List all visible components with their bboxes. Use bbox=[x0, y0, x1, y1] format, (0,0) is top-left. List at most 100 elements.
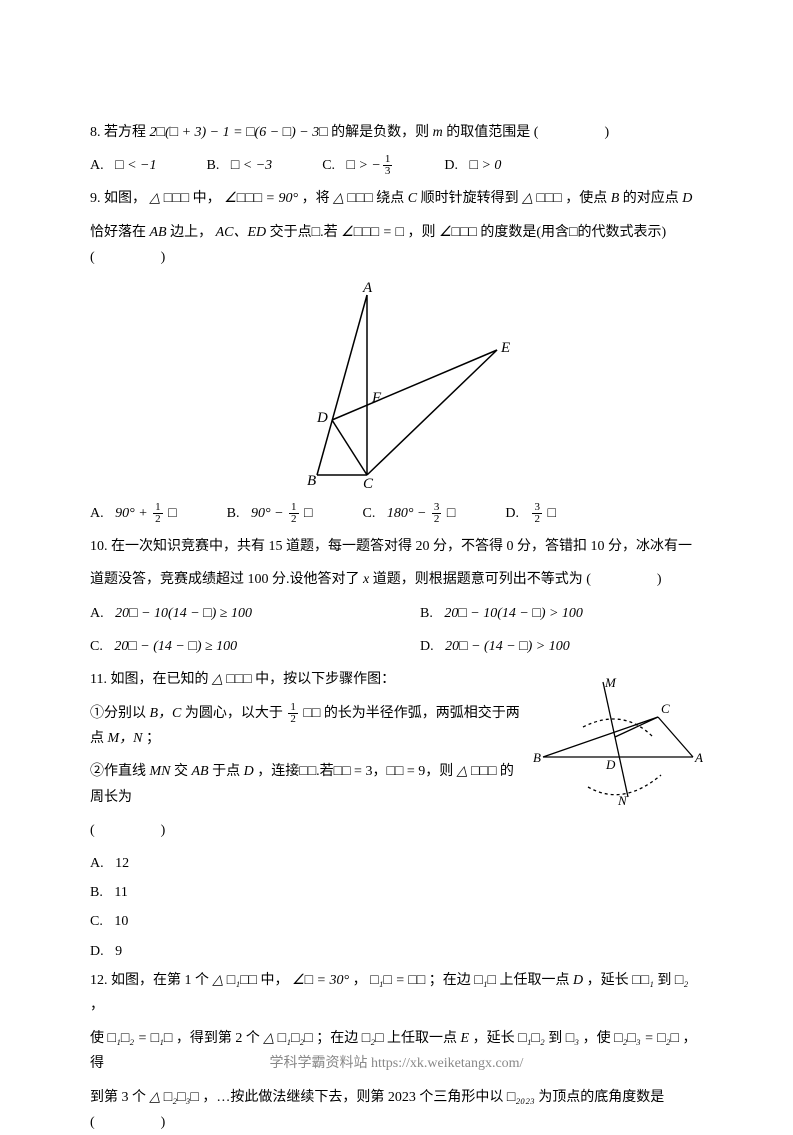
q9-num: 9. bbox=[90, 191, 101, 206]
q8-opt-c[interactable]: C. □ > −13 bbox=[322, 153, 394, 178]
t: 交 bbox=[174, 764, 188, 779]
t: □₃ bbox=[566, 1031, 579, 1046]
t: △ □□□ bbox=[150, 191, 190, 206]
q9-opt-d[interactable]: D. 32 □ bbox=[505, 500, 556, 526]
l: B. bbox=[227, 506, 240, 521]
t: D bbox=[244, 764, 254, 779]
q11-opt-c[interactable]: C. 10 bbox=[90, 909, 703, 934]
t: 90° − bbox=[251, 506, 284, 521]
q8-opt-c-pre: □ > − bbox=[347, 158, 381, 173]
f: 12 bbox=[153, 502, 163, 525]
q9-opt-c[interactable]: C. 180° − 32 □ bbox=[363, 500, 456, 526]
t: △ □□□ bbox=[457, 764, 497, 779]
f: 32 bbox=[432, 502, 442, 525]
t: 边上， bbox=[170, 225, 212, 240]
t: 20□ − 10(14 − □) ≥ 100 bbox=[115, 606, 252, 621]
q8-opt-b[interactable]: B. □ < −3 bbox=[206, 153, 272, 178]
q11-num: 11. bbox=[90, 672, 107, 687]
q10-opt-a[interactable]: A. 20□ − 10(14 − □) ≥ 100 bbox=[90, 601, 370, 626]
t: 的对应点 bbox=[623, 191, 679, 206]
d: 2 bbox=[432, 514, 442, 525]
t: AC、ED bbox=[216, 225, 267, 240]
t: 道题没答，竞赛成绩超过 100 分.设他答对了 bbox=[90, 572, 360, 587]
q11-figure: A B C D M N bbox=[533, 677, 703, 812]
lbl: B bbox=[533, 750, 541, 765]
lbl: M bbox=[604, 677, 617, 690]
t: △ □₁□□ bbox=[213, 973, 258, 988]
t: ∠□□□ = □ bbox=[341, 225, 404, 240]
d: 2 bbox=[153, 514, 163, 525]
t: 到 bbox=[657, 973, 671, 988]
q11-opt-a[interactable]: A. 12 bbox=[90, 851, 703, 876]
q8-num: 8. bbox=[90, 125, 101, 140]
t: ∠□ = 30° bbox=[292, 973, 349, 988]
q9-opt-a[interactable]: A. 90° + 12 □ bbox=[90, 500, 177, 526]
q10-line1: 10. 在一次知识竞赛中，共有 15 道题，每一题答对得 20 分，不答得 0 … bbox=[90, 534, 703, 559]
q10-line2: 道题没答，竞赛成绩超过 100 分.设他答对了 x 道题，则根据题意可列出不等式… bbox=[90, 567, 703, 592]
q8-var: m bbox=[433, 125, 443, 140]
t: □ bbox=[304, 504, 312, 520]
t: □ bbox=[447, 504, 455, 520]
q11-step2: ②作直线 MN 交 AB 于点 D ，连接□□.若□□ = 3，□□ = 9，则… bbox=[90, 759, 520, 809]
q8-opt-d[interactable]: D. □ > 0 bbox=[444, 153, 501, 178]
t: ( ) bbox=[90, 250, 167, 265]
q9-svg: A B C D E F bbox=[277, 280, 517, 490]
l: B. bbox=[90, 885, 103, 900]
t: □□ bbox=[303, 704, 320, 720]
lbl: C bbox=[661, 701, 670, 716]
t: ；在边 bbox=[316, 1031, 358, 1046]
t: ∠□□□ = 90° bbox=[224, 191, 298, 206]
q10-options-r1: A. 20□ − 10(14 − □) ≥ 100 B. 20□ − 10(14… bbox=[90, 601, 703, 626]
t: 于点 bbox=[212, 764, 240, 779]
t: 如图， bbox=[104, 191, 146, 206]
t: 道题，则根据题意可列出不等式为 bbox=[373, 572, 583, 587]
f: 32 bbox=[532, 502, 542, 525]
t: △ □₂□₃□ bbox=[150, 1090, 199, 1105]
t: ①分别以 bbox=[90, 706, 146, 721]
q11-step1: ①分别以 B，C 为圆心，以大于 12 □□ 的长为半径作弧，两弧相交于两点 M… bbox=[90, 700, 520, 751]
q10-opt-d[interactable]: D. 20□ − (14 − □) > 100 bbox=[420, 634, 570, 659]
lbl-A: A bbox=[362, 280, 373, 296]
q9-options: A. 90° + 12 □ B. 90° − 12 □ C. 180° − 32… bbox=[90, 500, 703, 526]
t: ，…按此做法继续下去，则第 2023 个三角形中以 bbox=[202, 1090, 503, 1105]
t: 到 bbox=[548, 1031, 562, 1046]
t: B bbox=[611, 191, 620, 206]
t: 到第 3 个 bbox=[90, 1090, 146, 1105]
q12-line3: 到第 3 个 △ □₂□₃□ ，…按此做法继续下去，则第 2023 个三角形中以… bbox=[90, 1085, 703, 1135]
q8-text-c: 的取值范围是 bbox=[446, 125, 530, 140]
t: ，将 bbox=[302, 191, 330, 206]
t: ，则 bbox=[407, 225, 435, 240]
l: B. bbox=[420, 606, 433, 621]
q8-stem: 8. 若方程 2□(□ + 3) − 1 = □(6 − □) − 3□ 的解是… bbox=[90, 120, 703, 145]
q12-num: 12. bbox=[90, 973, 108, 988]
l: D. bbox=[420, 639, 434, 654]
t: 20□ − (14 − □) > 100 bbox=[445, 639, 570, 654]
d: 2 bbox=[289, 514, 299, 525]
q8-expr: 2□(□ + 3) − 1 = □(6 − □) − 3□ bbox=[150, 125, 328, 140]
q8-opt-a[interactable]: A. □ < −1 bbox=[90, 153, 156, 178]
t: 如图，在已知的 bbox=[110, 672, 208, 687]
t: □₂□₃ = □₂□ bbox=[614, 1031, 679, 1046]
q10-opt-b[interactable]: B. 20□ − 10(14 − □) > 100 bbox=[420, 601, 583, 626]
q8-opt-d-val: □ > 0 bbox=[470, 158, 502, 173]
q8-options: A. □ < −1 B. □ < −3 C. □ > −13 D. □ > 0 bbox=[90, 153, 703, 178]
q9-opt-b[interactable]: B. 90° − 12 □ bbox=[227, 500, 313, 526]
lbl: A bbox=[694, 750, 703, 765]
q11-opt-d[interactable]: D. 9 bbox=[90, 939, 703, 964]
t: □₂₀₂₃ bbox=[507, 1090, 535, 1105]
t: 恰好落在 bbox=[90, 225, 146, 240]
q10-opt-c[interactable]: C. 20□ − (14 − □) ≥ 100 bbox=[90, 634, 370, 659]
t: 使 bbox=[90, 1031, 104, 1046]
t: □□₁ bbox=[632, 973, 654, 988]
t: 12 bbox=[115, 856, 129, 871]
q11-opt-b[interactable]: B. 11 bbox=[90, 880, 703, 905]
t: 90° + bbox=[115, 506, 148, 521]
q11-svg: A B C D M N bbox=[533, 677, 703, 807]
q11-wrap: A B C D M N 11. 如图，在已知的 △ □□□ 中，按以下步骤作图：… bbox=[90, 667, 703, 964]
q8-opt-b-val: □ < −3 bbox=[231, 158, 272, 173]
t: ， bbox=[90, 998, 104, 1013]
t: 顺时针旋转得到 bbox=[421, 191, 519, 206]
t: 的度数是(用含□的代数式表示) bbox=[480, 225, 666, 240]
t: 中，按以下步骤作图： bbox=[255, 672, 395, 687]
q12-line1: 12. 如图，在第 1 个 △ □₁□□ 中， ∠□ = 30° ， □₁□ =… bbox=[90, 968, 703, 1018]
